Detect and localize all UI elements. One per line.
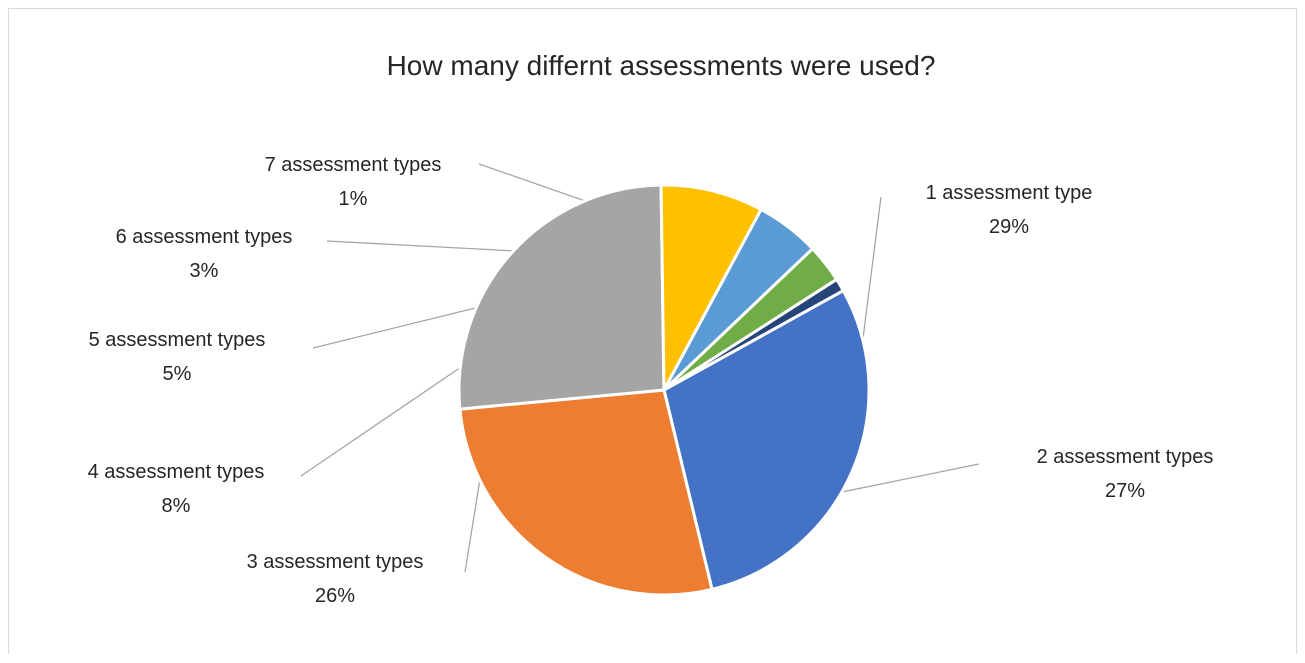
- data-label-value-4-assessment-types: 8%: [162, 495, 191, 517]
- data-label-category-6-assessment-types: 6 assessment types: [116, 226, 293, 248]
- data-label-value-3-assessment-types: 26%: [315, 585, 355, 607]
- pie-slice-1-assessment-type: [662, 289, 871, 591]
- data-label-value-5-assessment-types: 5%: [163, 363, 192, 385]
- chart-frame: How many differnt assessments were used?…: [8, 8, 1297, 654]
- pie-slice-3-assessment-types: [457, 183, 666, 411]
- data-label-category-5-assessment-types: 5 assessment types: [89, 329, 266, 351]
- data-label-value-2-assessment-types: 27%: [1105, 480, 1145, 502]
- pie-slice-2-assessment-types: [458, 388, 714, 597]
- data-label-category-3-assessment-types: 3 assessment types: [247, 551, 424, 573]
- data-label-value-6-assessment-types: 3%: [190, 260, 219, 282]
- data-label-value-1-assessment-type: 29%: [989, 216, 1029, 238]
- data-label-category-4-assessment-types: 4 assessment types: [88, 461, 265, 483]
- pie-slice-4-assessment-types: [659, 183, 763, 392]
- chart-title: How many differnt assessments were used?: [387, 50, 936, 81]
- data-label-value-7-assessment-types: 1%: [339, 188, 368, 210]
- pie-chart: How many differnt assessments were used?…: [88, 50, 1214, 607]
- pie-slice-7-assessment-types: [662, 277, 845, 392]
- data-label-category-2-assessment-types: 2 assessment types: [1037, 446, 1214, 468]
- data-label-category-7-assessment-types: 7 assessment types: [265, 154, 442, 176]
- data-label-category-1-assessment-type: 1 assessment type: [926, 182, 1093, 204]
- pie-slices: [457, 183, 871, 597]
- data-labels: 1 assessment type 29% 2 assessment types 27…: [88, 154, 1214, 607]
